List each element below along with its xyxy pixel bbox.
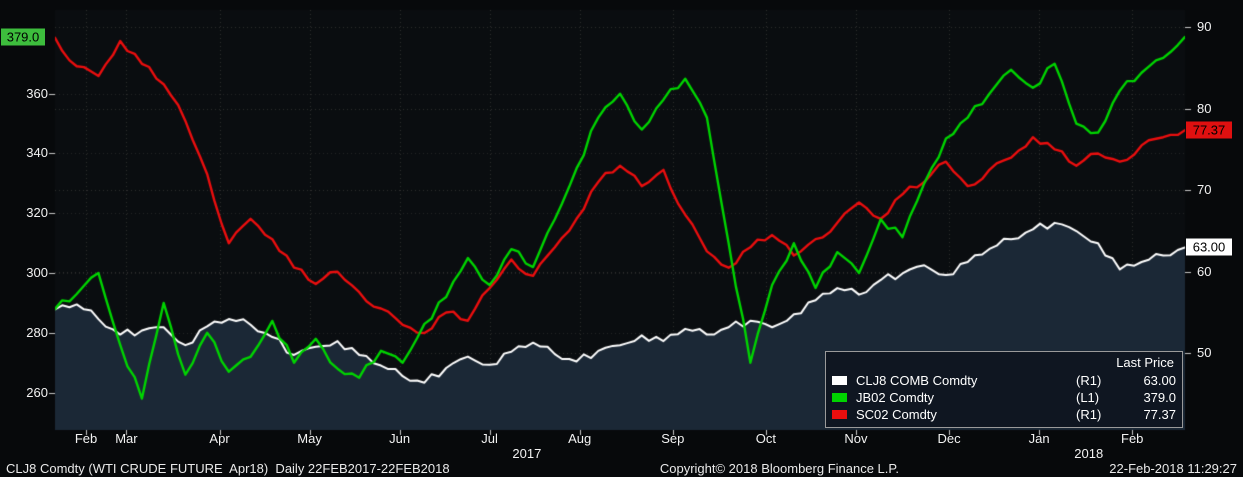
x-axis-month-label: Mar <box>115 431 138 446</box>
left-axis-last-price-badge: 379.0 <box>1 28 45 46</box>
right-axis-tick-label: 50 <box>1197 345 1212 361</box>
legend-rows: CLJ8 COMB Comdty (R1) 63.00 JB02 Comdty (L1)… <box>832 372 1176 423</box>
legend-series-swatch <box>832 393 847 402</box>
footer-copyright: Copyright© 2018 Bloomberg Finance L.P. <box>659 461 900 476</box>
legend-series-name: CLJ8 COMB Comdty <box>856 373 978 388</box>
x-axis-month-label: Jul <box>481 431 498 446</box>
x-axis-month-label: Apr <box>209 431 230 446</box>
x-axis-month-label: May <box>297 431 322 446</box>
footer-security-description: CLJ8 Comdty (WTI CRUDE FUTURE Apr18) Dai… <box>6 461 450 476</box>
legend-series-swatch <box>832 376 847 385</box>
legend-series-value: 63.00 <box>1143 373 1176 388</box>
right-axis-last-price-badge: 77.37 <box>1186 121 1232 139</box>
legend-row[interactable]: SC02 Comdty (R1) 77.37 <box>832 406 1176 423</box>
legend-series-name: SC02 Comdty <box>856 407 937 422</box>
legend-series-value: 379.0 <box>1143 390 1176 405</box>
x-axis-year-label: 2018 <box>1074 446 1104 461</box>
x-axis-month-label: Feb <box>1121 431 1144 446</box>
x-axis-month-label: Dec <box>937 431 961 446</box>
x-axis-month-label: Feb <box>74 431 98 446</box>
legend-row[interactable]: JB02 Comdty (L1) 379.0 <box>832 389 1176 406</box>
x-axis-month-label: Aug <box>568 431 592 446</box>
left-axis-tick-label: 280 <box>26 324 48 340</box>
left-axis-tick-label: 320 <box>26 205 48 221</box>
x-axis-year-label: 2017 <box>512 446 542 461</box>
right-axis-tick-label: 80 <box>1197 100 1212 116</box>
legend-series-value: 77.37 <box>1143 407 1176 422</box>
x-axis-month-label: Oct <box>755 431 777 446</box>
legend[interactable]: Last Price CLJ8 COMB Comdty (R1) 63.00 JB02… <box>825 351 1183 428</box>
x-axis-month-label: Jun <box>389 431 411 446</box>
left-axis-tick-label: 360 <box>26 85 48 101</box>
footer: CLJ8 Comdty (WTI CRUDE FUTURE Apr18) Dai… <box>6 461 1237 476</box>
left-axis-tick-label: 340 <box>26 145 48 161</box>
legend-series-axis: (R1) <box>1076 407 1102 422</box>
x-axis-month-label: Jan <box>1028 431 1050 446</box>
footer-timestamp: 22-Feb-2018 11:29:27 <box>1109 461 1237 476</box>
right-axis-last-price-badge: 63.00 <box>1186 238 1232 256</box>
legend-title: Last Price <box>1116 355 1174 370</box>
left-axis-tick-label: 260 <box>26 384 48 400</box>
legend-series-swatch <box>832 410 847 419</box>
right-axis-tick-label: 90 <box>1197 19 1212 35</box>
legend-series-name: JB02 Comdty <box>856 390 935 405</box>
legend-series-axis: (R1) <box>1076 373 1102 388</box>
legend-row[interactable]: CLJ8 COMB Comdty (R1) 63.00 <box>832 372 1176 389</box>
right-axis-tick-label: 60 <box>1197 263 1212 279</box>
left-axis-tick-label: 300 <box>26 265 48 281</box>
legend-series-axis: (L1) <box>1076 390 1100 405</box>
x-axis-month-label: Nov <box>844 431 868 446</box>
x-axis-month-label: Sep <box>661 431 685 446</box>
right-axis-tick-label: 70 <box>1197 182 1212 198</box>
